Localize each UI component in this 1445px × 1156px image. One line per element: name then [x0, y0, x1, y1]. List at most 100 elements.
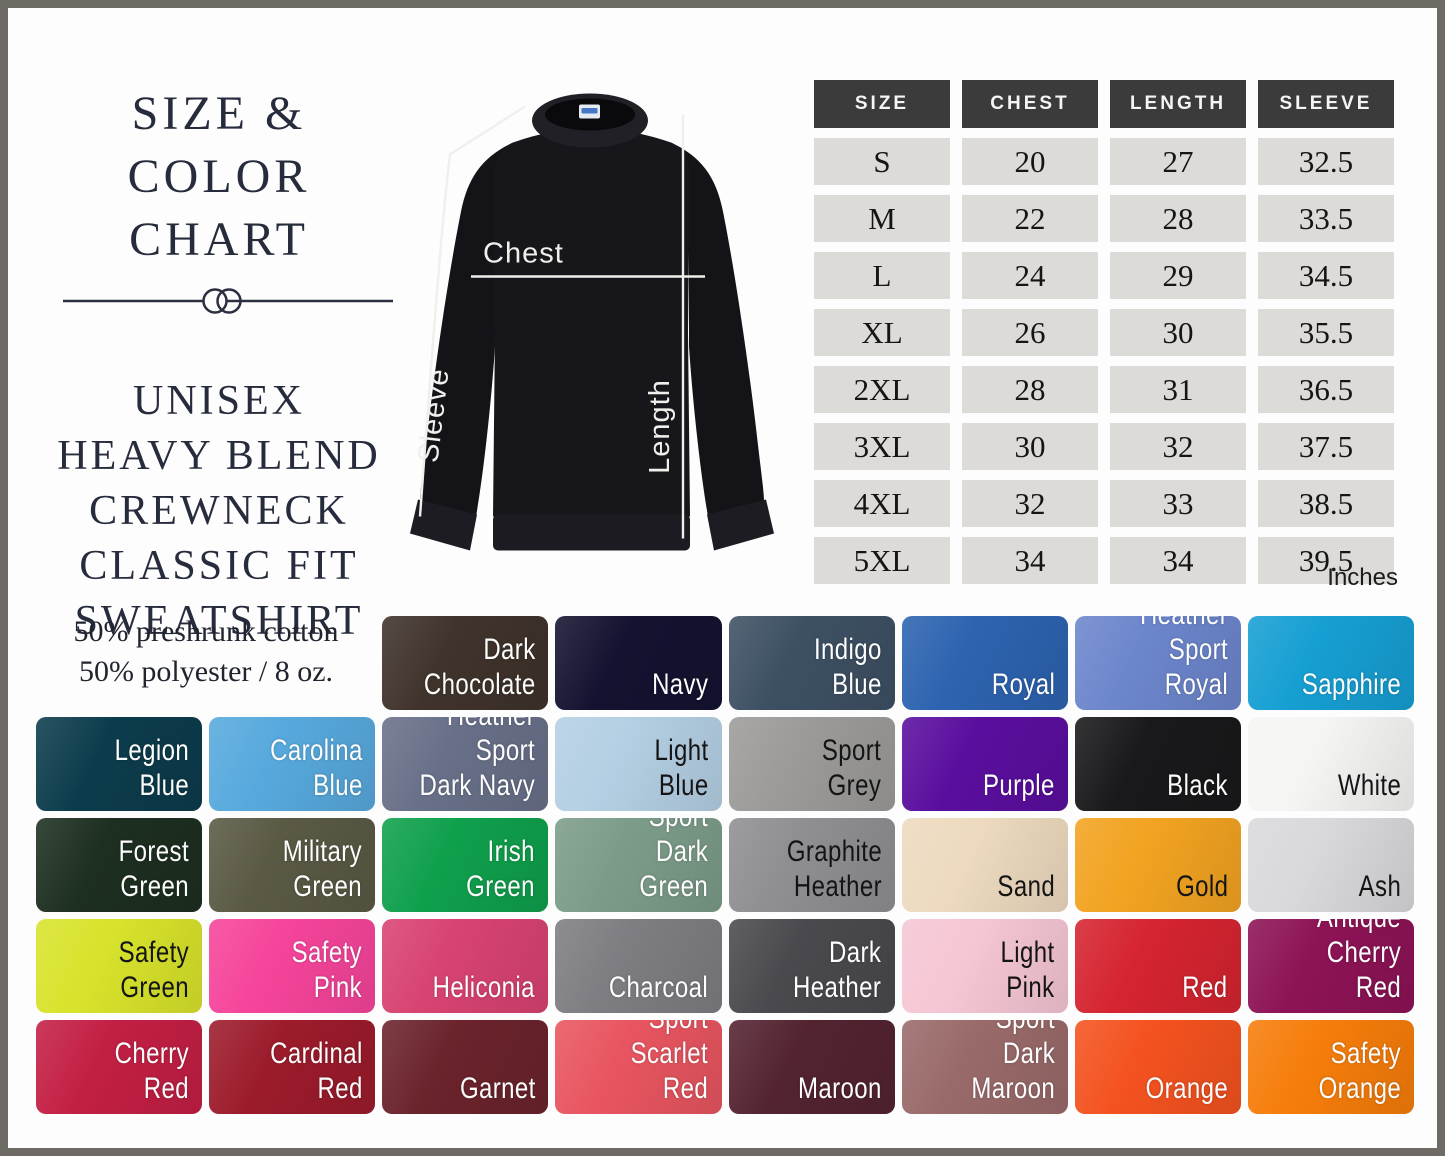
length-label: Length — [644, 379, 676, 474]
size-cell: XL — [814, 309, 950, 356]
color-swatch-cherry-red: Cherry Red — [36, 1020, 203, 1114]
measurement-cell: 30 — [1110, 309, 1246, 356]
color-swatch-label: Black — [1167, 769, 1228, 802]
color-swatch-label: Irish Green — [466, 835, 536, 903]
title-block: SIZE & COLOR CHART UNISEX HEAVY BLEND CREW… — [36, 82, 402, 649]
color-swatch-purple: Purple — [901, 717, 1068, 811]
color-swatch-label: Safety Orange — [1318, 1037, 1401, 1105]
size-table-row: XL 26 30 35.5 — [814, 309, 1394, 356]
measurement-cell: 28 — [962, 366, 1098, 413]
sweatshirt-measurement-diagram: Chest Sleeve Length — [383, 74, 823, 584]
size-table-row: S 20 27 32.5 — [814, 138, 1394, 185]
subtitle-line: SWEATSHIRT — [74, 598, 364, 644]
color-swatch-maroon: Maroon — [728, 1020, 895, 1114]
color-swatch-safety-orange: Safety Orange — [1247, 1020, 1414, 1114]
size-cell: 3XL — [814, 423, 950, 470]
color-swatch-label: Heliconia — [433, 971, 536, 1004]
hem-band — [493, 514, 690, 551]
measurement-cell: 35.5 — [1258, 309, 1394, 356]
color-swatch-label: Forest Green — [118, 835, 190, 903]
right-cuff — [707, 499, 774, 551]
color-swatch-label: Antique Cherry Red — [1317, 919, 1401, 1004]
color-swatch-heliconia: Heliconia — [382, 919, 549, 1013]
sweatshirt-illustration: Chest Sleeve Length — [410, 93, 774, 551]
measurement-cell: 24 — [962, 252, 1098, 299]
size-table-row: 3XL 30 32 37.5 — [814, 423, 1394, 470]
color-swatch-label: Light Pink — [1000, 936, 1055, 1004]
color-swatch-label: Heather Sport Scarlet Red — [631, 1020, 709, 1105]
color-swatch-heather-sport-dark-navy: Heather Sport Dark Navy — [382, 717, 549, 811]
color-swatch-label: Dark Chocolate — [423, 633, 536, 701]
sleeve-measure-line — [418, 105, 526, 517]
color-swatch-label: Charcoal — [609, 971, 709, 1004]
color-swatch-label: Safety Pink — [291, 936, 363, 1004]
color-swatch-light-pink: Light Pink — [901, 919, 1068, 1013]
color-swatch-light-blue: Light Blue — [555, 717, 722, 811]
size-table-row: M 22 28 33.5 — [814, 195, 1394, 242]
units-note: Inches — [1327, 564, 1398, 591]
color-swatch-label: Ash — [1358, 870, 1401, 903]
subtitle-line: UNISEX — [133, 378, 305, 424]
color-swatch-label: Heather Sport Dark Navy — [419, 717, 536, 802]
subtitle-line: CLASSIC FIT — [79, 543, 359, 589]
color-swatch-label: Cardinal Red — [269, 1037, 363, 1105]
color-swatch-graphite-heather: Graphite Heather — [728, 818, 895, 912]
divider-ornament-icon — [63, 288, 393, 314]
neck-tag-print — [581, 108, 598, 114]
color-swatch-label: Gold — [1175, 870, 1228, 903]
right-sleeve — [671, 142, 764, 517]
size-cell: S — [814, 138, 950, 185]
color-swatch-royal: Royal — [901, 616, 1068, 710]
color-swatch-legion-blue: Legion Blue — [36, 717, 203, 811]
color-swatch-heather-sport-scarlet-red: Heather Sport Scarlet Red — [555, 1020, 722, 1114]
color-swatch-label: Light Blue — [654, 734, 709, 802]
color-swatch-heather-sport-dark-maroon: Heather Sport Dark Maroon — [901, 1020, 1068, 1114]
color-swatch-label: Royal — [991, 668, 1055, 701]
size-table-row: L 24 29 34.5 — [814, 252, 1394, 299]
color-swatch-label: Heather Sport Dark Green — [639, 818, 709, 903]
color-swatch-label: Safety Green — [118, 936, 190, 1004]
color-swatch-dark-heather: Dark Heather — [728, 919, 895, 1013]
color-swatch-forest-green: Forest Green — [36, 818, 203, 912]
color-swatch-label: Graphite Heather — [786, 835, 882, 903]
page-title-line2: CHART — [129, 213, 309, 266]
measurement-cell: 34.5 — [1258, 252, 1394, 299]
page-title-line1: SIZE & COLOR — [127, 87, 311, 203]
size-table-column-header: CHEST — [962, 80, 1098, 128]
color-swatch-gold: Gold — [1074, 818, 1241, 912]
color-swatch-navy: Navy — [555, 616, 722, 710]
color-swatch-irish-green: Irish Green — [382, 818, 549, 912]
color-swatch-heather-sport-dark-green: Heather Sport Dark Green — [555, 818, 722, 912]
chest-label: Chest — [483, 238, 564, 270]
color-swatch-indigo-blue: Indigo Blue — [728, 616, 895, 710]
color-swatch-label: Military Green — [283, 835, 363, 903]
color-swatch-military-green: Military Green — [209, 818, 376, 912]
color-swatch-label: Sand — [997, 870, 1055, 903]
color-swatch-label: Heather Sport Dark Maroon — [970, 1020, 1055, 1105]
measurement-cell: 37.5 — [1258, 423, 1394, 470]
size-cell: 5XL — [814, 537, 950, 584]
product-subtitle: UNISEX HEAVY BLEND CREWNECK CLASSIC FIT SWEA… — [36, 374, 402, 649]
color-swatch-red: Red — [1074, 919, 1241, 1013]
color-swatch-label: Garnet — [459, 1072, 536, 1105]
color-swatch-black: Black — [1074, 717, 1241, 811]
color-swatch-label: Carolina Blue — [269, 734, 363, 802]
measurement-cell: 33 — [1110, 480, 1246, 527]
measurement-cell: 36.5 — [1258, 366, 1394, 413]
measurement-cell: 32.5 — [1258, 138, 1394, 185]
measurement-cell: 29 — [1110, 252, 1246, 299]
size-table-row: 2XL 28 31 36.5 — [814, 366, 1394, 413]
divider — [36, 279, 402, 328]
color-swatch-label: Heather Sport Royal — [1140, 616, 1228, 701]
color-swatch-label: Red — [1182, 971, 1228, 1004]
color-swatch-label: Maroon — [797, 1072, 882, 1105]
color-swatch-ash: Ash — [1247, 818, 1414, 912]
measurement-cell: 34 — [962, 537, 1098, 584]
size-cell: 4XL — [814, 480, 950, 527]
size-cell: M — [814, 195, 950, 242]
measurement-cell: 32 — [1110, 423, 1246, 470]
color-swatch-antique-cherry-red: Antique Cherry Red — [1247, 919, 1414, 1013]
measurement-cell: 38.5 — [1258, 480, 1394, 527]
color-swatch-label: Legion Blue — [114, 734, 190, 802]
